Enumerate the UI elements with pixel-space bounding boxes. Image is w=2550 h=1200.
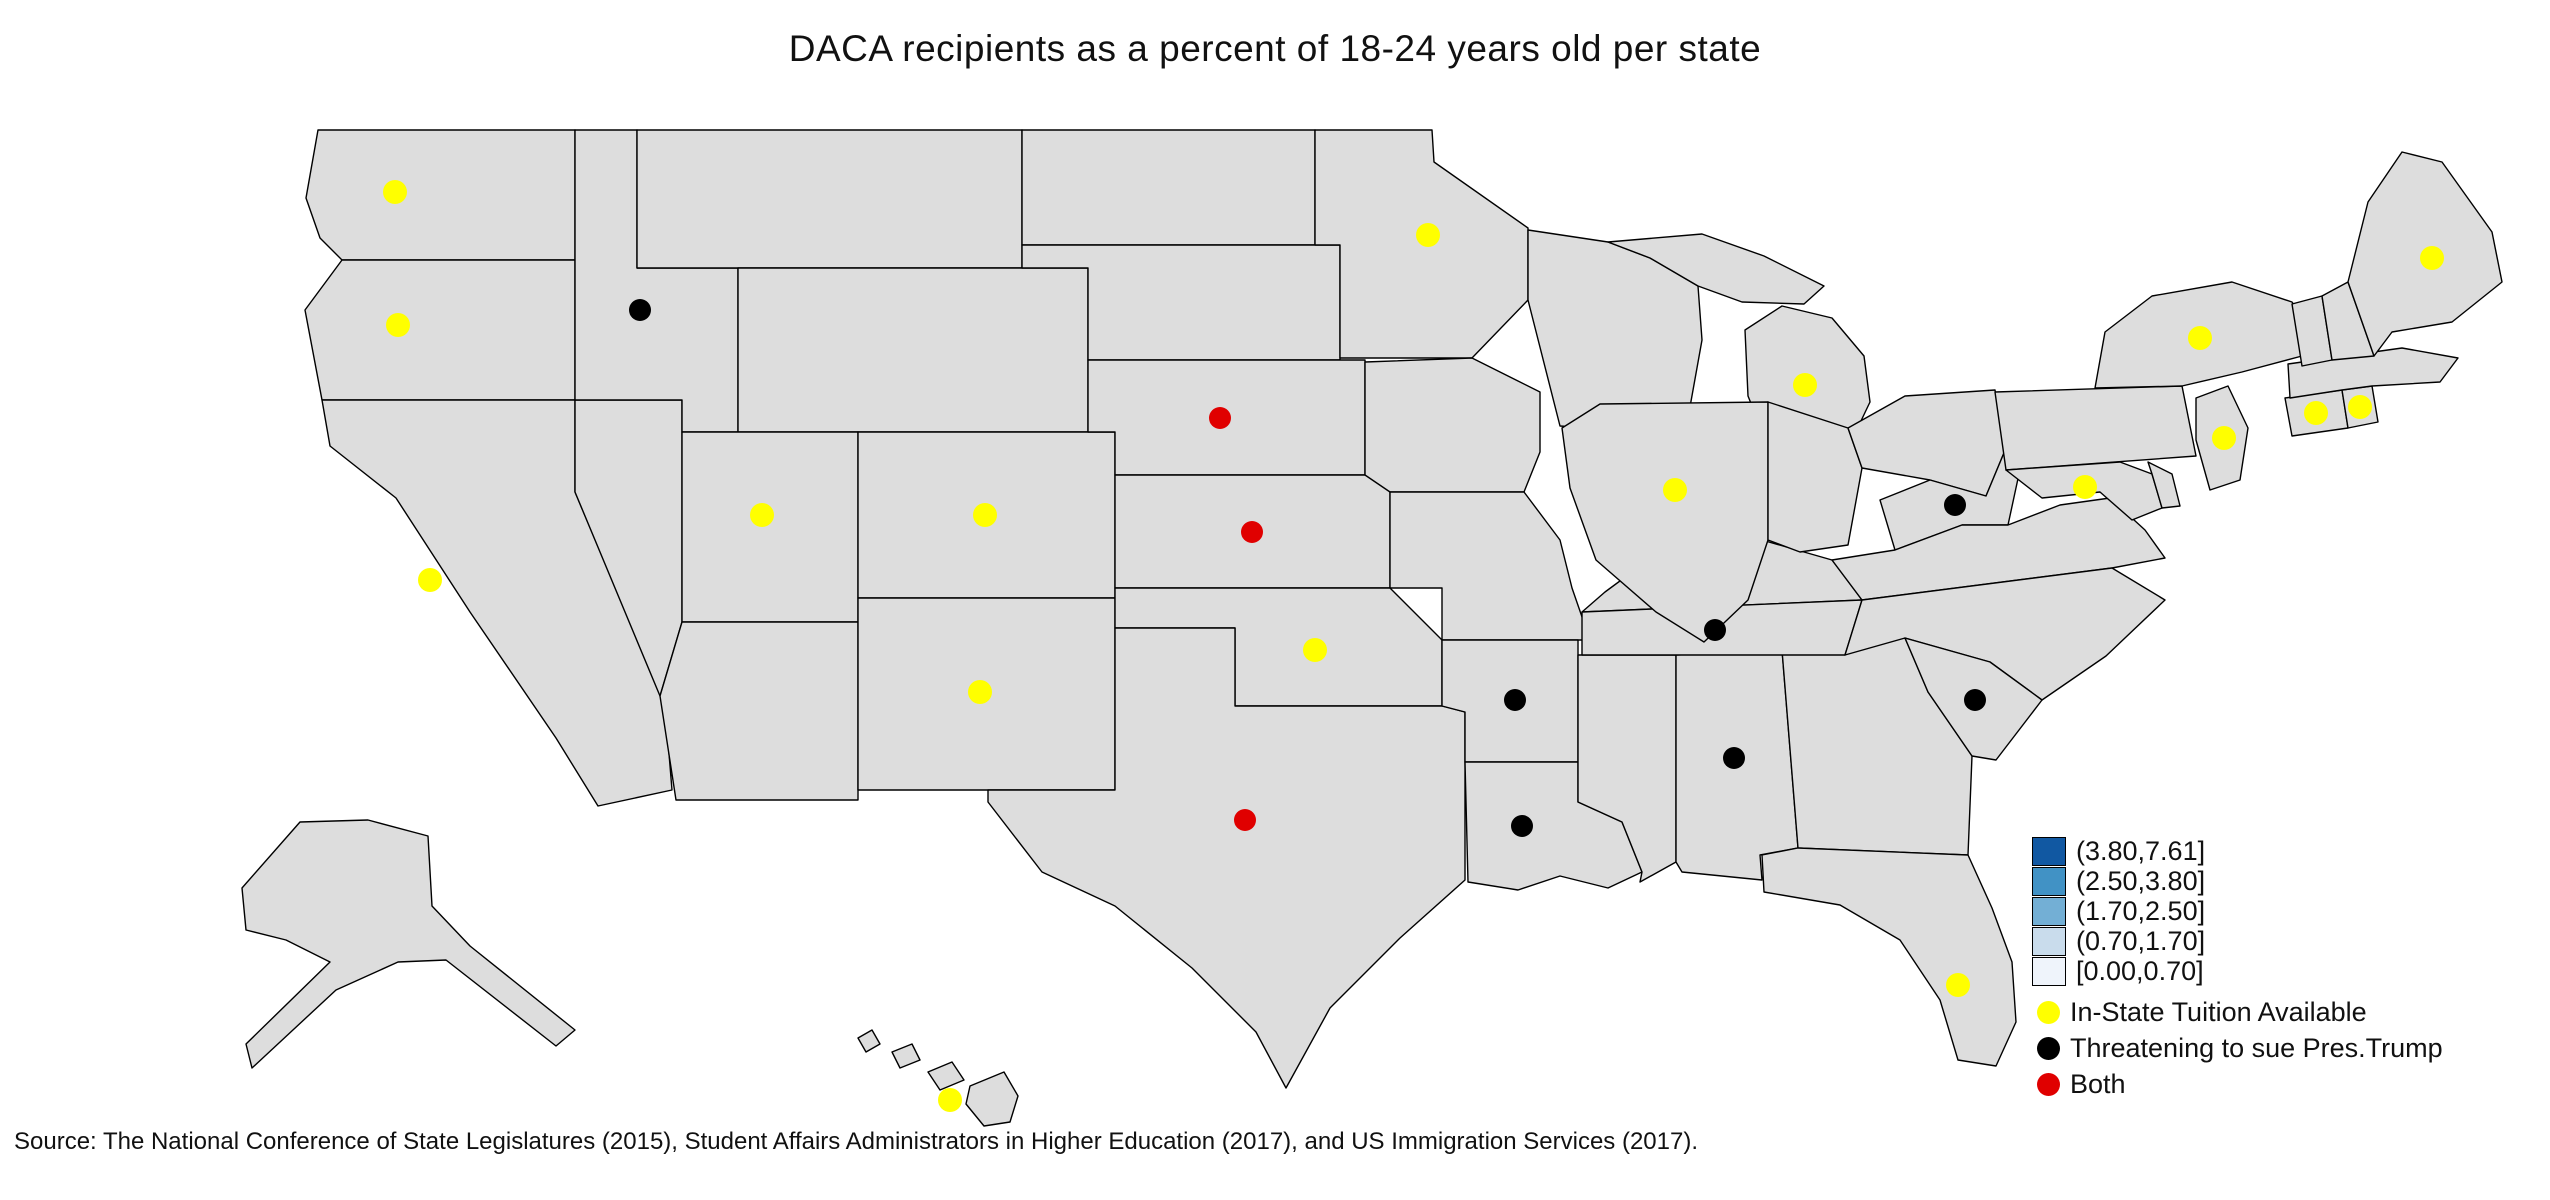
marker-in-state-tuition-fl bbox=[1946, 973, 1970, 997]
marker-in-state-tuition-mi bbox=[1793, 373, 1817, 397]
marker-in-state-tuition-nj bbox=[2212, 426, 2236, 450]
state-arizona bbox=[659, 621, 859, 801]
red-dot-icon bbox=[2037, 1072, 2060, 1096]
yellow-dot-icon bbox=[2037, 1000, 2060, 1024]
legend-marker-entries: In-State Tuition Available Threatening t… bbox=[2032, 994, 2443, 1102]
legend-bin2-label: (2.50,3.80] bbox=[2076, 865, 2206, 896]
state-montana bbox=[636, 129, 1023, 269]
marker-both-ne bbox=[1209, 407, 1231, 429]
legend-bin5-label: [0.00,0.70] bbox=[2076, 955, 2204, 986]
marker-in-state-tuition-me bbox=[2420, 246, 2444, 270]
state-delaware bbox=[2147, 461, 2181, 509]
marker-in-state-tuition-il bbox=[1663, 478, 1687, 502]
state-utah bbox=[681, 431, 859, 623]
source-note: Source: The National Conference of State… bbox=[14, 1128, 1698, 1155]
legend-color-bins: (3.80,7.61] (2.50,3.80] (1.70,2.50] (0.7… bbox=[2032, 836, 2443, 986]
legend-bin-row: (0.70,1.70] bbox=[2032, 926, 2443, 956]
state-hawaii bbox=[857, 1029, 1019, 1127]
marker-threatening-to-sue-la bbox=[1511, 815, 1533, 837]
marker-both-ks bbox=[1241, 521, 1263, 543]
legend-marker-row: Both bbox=[2032, 1066, 2443, 1102]
black-dot-icon bbox=[2037, 1036, 2060, 1060]
state-alaska bbox=[241, 819, 576, 1069]
marker-in-state-tuition-co bbox=[973, 503, 997, 527]
marker-in-state-tuition-hi bbox=[938, 1088, 962, 1112]
state-wyoming bbox=[737, 267, 1089, 433]
marker-threatening-to-sue-ar bbox=[1504, 689, 1526, 711]
legend-marker-both-label: Both bbox=[2070, 1068, 2126, 1099]
marker-in-state-tuition-md bbox=[2073, 475, 2097, 499]
legend-swatch-bin5 bbox=[2032, 956, 2066, 986]
marker-in-state-tuition-ny bbox=[2188, 326, 2212, 350]
legend-bin4-label: (0.70,1.70] bbox=[2076, 925, 2206, 956]
state-pennsylvania bbox=[1994, 385, 2197, 471]
legend-marker-sue-label: Threatening to sue Pres.Trump bbox=[2070, 1032, 2443, 1063]
state-iowa bbox=[1364, 357, 1541, 493]
legend-bin-row: (1.70,2.50] bbox=[2032, 896, 2443, 926]
page-title: DACA recipients as a percent of 18-24 ye… bbox=[788, 28, 1762, 69]
marker-threatening-to-sue-sc bbox=[1964, 689, 1986, 711]
legend-swatch-bin2 bbox=[2032, 866, 2066, 896]
legend-bin1-label: (3.80,7.61] bbox=[2076, 835, 2206, 866]
legend-swatch-bin1 bbox=[2032, 836, 2066, 866]
marker-in-state-tuition-ok bbox=[1303, 638, 1327, 662]
marker-in-state-tuition-nm bbox=[968, 680, 992, 704]
marker-threatening-to-sue-tn bbox=[1704, 619, 1726, 641]
legend-marker-row: In-State Tuition Available bbox=[2032, 994, 2443, 1030]
marker-threatening-to-sue-al bbox=[1723, 747, 1745, 769]
marker-in-state-tuition-ct bbox=[2304, 401, 2328, 425]
legend: (3.80,7.61] (2.50,3.80] (1.70,2.50] (0.7… bbox=[2032, 836, 2443, 1102]
state-washington bbox=[305, 129, 576, 261]
marker-both-tx bbox=[1234, 809, 1256, 831]
marker-threatening-to-sue-wv bbox=[1944, 494, 1966, 516]
legend-bin-row: [0.00,0.70] bbox=[2032, 956, 2443, 986]
state-north-dakota bbox=[1021, 129, 1316, 246]
state-ohio bbox=[1847, 389, 2007, 497]
state-oregon bbox=[304, 259, 576, 401]
marker-in-state-tuition-mn bbox=[1416, 223, 1440, 247]
marker-in-state-tuition-wa bbox=[383, 180, 407, 204]
marker-in-state-tuition-ca bbox=[418, 568, 442, 592]
legend-marker-row: Threatening to sue Pres.Trump bbox=[2032, 1030, 2443, 1066]
state-florida bbox=[1761, 847, 2017, 1067]
marker-in-state-tuition-ut bbox=[750, 503, 774, 527]
legend-swatch-bin4 bbox=[2032, 926, 2066, 956]
legend-marker-tuition-label: In-State Tuition Available bbox=[2070, 996, 2367, 1027]
marker-in-state-tuition-or bbox=[386, 313, 410, 337]
legend-swatch-bin3 bbox=[2032, 896, 2066, 926]
legend-bin-row: (3.80,7.61] bbox=[2032, 836, 2443, 866]
marker-in-state-tuition-ri bbox=[2348, 395, 2372, 419]
marker-threatening-to-sue-id bbox=[629, 299, 651, 321]
legend-bin3-label: (1.70,2.50] bbox=[2076, 895, 2206, 926]
state-texas bbox=[987, 627, 1466, 1089]
legend-bin-row: (2.50,3.80] bbox=[2032, 866, 2443, 896]
state-illinois bbox=[1561, 401, 1769, 643]
